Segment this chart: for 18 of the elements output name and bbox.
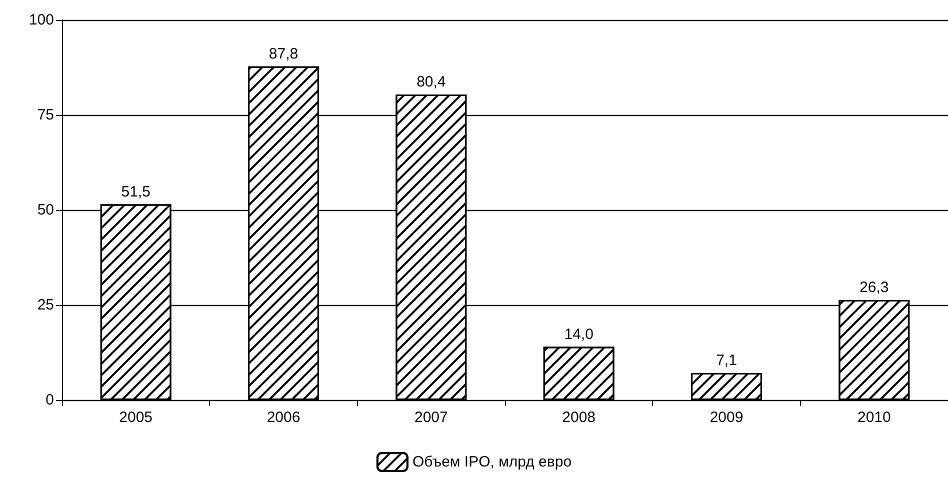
x-tick-label: 2006 xyxy=(266,409,300,426)
x-tick-label: 2009 xyxy=(710,409,744,426)
data-label: 51,5 xyxy=(121,183,150,200)
x-tick-label: 2007 xyxy=(414,409,448,426)
x-tick-label: 2005 xyxy=(119,409,153,426)
data-label: 26,3 xyxy=(860,279,889,296)
data-label: 14,0 xyxy=(564,326,594,343)
x-tick-label: 2008 xyxy=(562,409,596,426)
legend-label: Объем IPO, млрд евро xyxy=(412,454,572,470)
y-tick-label: 25 xyxy=(37,296,54,314)
y-tick-label: 100 xyxy=(28,12,54,28)
y-tick-label: 75 xyxy=(37,106,54,124)
data-label: 7,1 xyxy=(716,352,737,370)
data-label: 80,4 xyxy=(416,73,446,90)
data-label: 87,8 xyxy=(268,45,298,62)
x-tick-label: 2010 xyxy=(857,409,891,426)
y-tick-label: 50 xyxy=(37,202,54,218)
y-tick-label: 0 xyxy=(46,392,54,408)
